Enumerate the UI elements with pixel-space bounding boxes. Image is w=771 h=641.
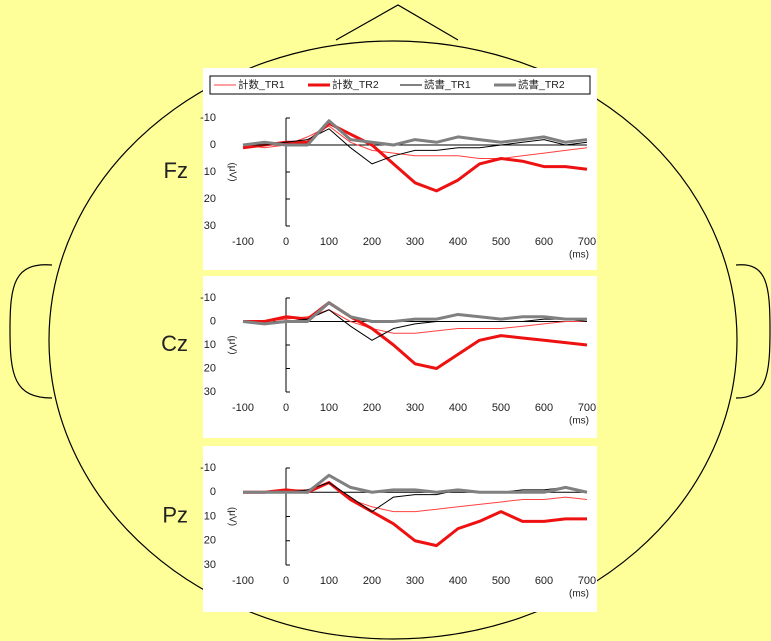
y-axis-label: (μV) <box>226 507 237 526</box>
y-tick-label: 10 <box>204 166 216 178</box>
x-tick-label: 300 <box>406 402 424 414</box>
x-axis-label: (ms) <box>569 250 589 261</box>
y-tick-label: 0 <box>210 315 216 327</box>
x-tick-label: 600 <box>535 236 553 248</box>
y-tick-label: 30 <box>204 386 216 398</box>
y-tick-label: 20 <box>204 193 216 205</box>
x-tick-label: -100 <box>232 575 254 587</box>
y-tick-label: 10 <box>204 339 216 351</box>
y-tick-label: 30 <box>204 220 216 232</box>
y-tick-label: 0 <box>210 486 216 498</box>
x-tick-label: 500 <box>492 402 510 414</box>
y-tick-label: 0 <box>210 139 216 151</box>
y-tick-label: -10 <box>200 112 216 124</box>
legend-label: 計数_TR2 <box>332 78 379 91</box>
x-tick-label: 0 <box>283 575 289 587</box>
y-tick-label: 30 <box>204 559 216 571</box>
chart-label: Pz <box>162 502 188 527</box>
x-tick-label: 500 <box>492 575 510 587</box>
x-axis-label: (ms) <box>569 416 589 427</box>
y-tick-label: 20 <box>204 535 216 547</box>
y-axis-label: (μV) <box>226 162 237 181</box>
chart-label: Cz <box>161 331 188 356</box>
y-tick-label: -10 <box>200 462 216 474</box>
x-tick-label: 0 <box>283 236 289 248</box>
legend-label: 計数_TR1 <box>238 78 285 91</box>
x-tick-label: 200 <box>363 575 381 587</box>
y-tick-label: 10 <box>204 510 216 522</box>
legend-label: 読書_TR1 <box>424 78 471 91</box>
x-tick-label: 700 <box>578 236 596 248</box>
y-tick-label: 20 <box>204 362 216 374</box>
x-axis-label: (ms) <box>569 589 589 600</box>
x-tick-label: 200 <box>363 236 381 248</box>
x-tick-label: 300 <box>406 575 424 587</box>
legend-label: 読書_TR2 <box>518 78 565 91</box>
x-tick-label: 400 <box>449 402 467 414</box>
page: Fz(μV)-100102030-10001002003004005006007… <box>0 0 771 641</box>
x-tick-label: 400 <box>449 575 467 587</box>
x-tick-label: -100 <box>232 402 254 414</box>
x-tick-label: 100 <box>320 402 338 414</box>
x-tick-label: 500 <box>492 236 510 248</box>
x-tick-label: 100 <box>320 575 338 587</box>
y-axis-label: (μV) <box>226 335 237 354</box>
x-tick-label: 700 <box>578 402 596 414</box>
y-tick-label: -10 <box>200 292 216 304</box>
x-tick-label: 600 <box>535 575 553 587</box>
x-tick-label: 0 <box>283 402 289 414</box>
x-tick-label: 300 <box>406 236 424 248</box>
chart-label: Fz <box>164 158 188 183</box>
x-tick-label: 200 <box>363 402 381 414</box>
x-tick-label: 400 <box>449 236 467 248</box>
x-tick-label: 600 <box>535 402 553 414</box>
x-tick-label: 100 <box>320 236 338 248</box>
x-tick-label: -100 <box>232 236 254 248</box>
x-tick-label: 700 <box>578 575 596 587</box>
